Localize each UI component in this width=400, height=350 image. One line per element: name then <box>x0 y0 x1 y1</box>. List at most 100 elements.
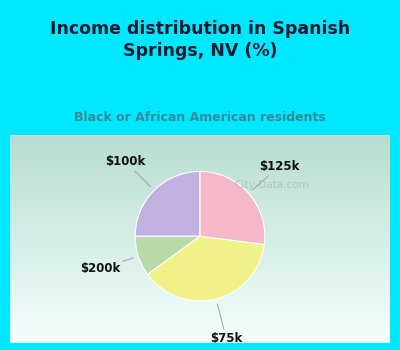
Bar <box>10 319 390 320</box>
Bar <box>10 306 390 307</box>
Bar <box>10 325 390 326</box>
Wedge shape <box>135 236 200 274</box>
Bar <box>10 236 390 237</box>
Bar <box>10 254 390 256</box>
Bar <box>10 328 390 329</box>
Bar <box>10 275 390 276</box>
Bar <box>10 258 390 259</box>
Bar <box>10 310 390 311</box>
Bar <box>10 181 390 182</box>
Bar <box>10 309 390 310</box>
Bar <box>10 216 390 217</box>
Bar <box>10 297 390 298</box>
Bar <box>10 316 390 317</box>
Bar <box>10 197 390 198</box>
Bar <box>10 280 390 281</box>
Bar <box>10 253 390 254</box>
Bar <box>10 244 390 245</box>
Bar <box>10 339 390 340</box>
Bar <box>10 336 390 337</box>
Bar <box>10 266 390 267</box>
Bar <box>10 337 390 338</box>
Bar <box>10 271 390 272</box>
Bar <box>10 174 390 175</box>
Bar <box>10 158 390 159</box>
Bar <box>10 188 390 189</box>
Bar <box>10 299 390 300</box>
Bar <box>10 191 390 192</box>
Bar <box>10 209 390 210</box>
Bar <box>10 285 390 286</box>
Bar <box>10 263 390 264</box>
Bar <box>10 232 390 233</box>
Bar <box>10 142 390 143</box>
Bar <box>10 165 390 166</box>
Bar <box>10 331 390 332</box>
Bar <box>10 192 390 193</box>
Bar <box>10 178 390 180</box>
Bar <box>10 187 390 188</box>
Bar <box>10 154 390 155</box>
Bar <box>10 200 390 201</box>
Bar <box>10 230 390 231</box>
Bar <box>10 163 390 164</box>
Bar <box>10 323 390 324</box>
Bar <box>10 150 390 152</box>
Bar <box>10 212 390 213</box>
Bar <box>10 307 390 308</box>
Bar <box>10 250 390 251</box>
Bar <box>10 335 390 336</box>
Bar <box>10 300 390 301</box>
Bar <box>10 259 390 260</box>
Bar <box>10 141 390 142</box>
Bar <box>10 269 390 270</box>
Bar <box>10 175 390 176</box>
Text: $100k: $100k <box>106 155 150 187</box>
Bar <box>10 327 390 328</box>
Bar <box>10 193 390 194</box>
Bar <box>10 302 390 303</box>
Bar <box>10 169 390 170</box>
Bar <box>10 139 390 140</box>
Bar <box>10 326 390 327</box>
Bar <box>10 184 390 185</box>
Bar <box>10 218 390 219</box>
Bar <box>10 329 390 330</box>
Bar <box>10 176 390 177</box>
Bar <box>10 202 390 203</box>
Bar <box>10 161 390 162</box>
Bar <box>10 279 390 280</box>
Bar <box>10 201 390 202</box>
Bar <box>10 276 390 278</box>
Bar <box>10 231 390 232</box>
Bar <box>10 330 390 331</box>
Bar <box>10 290 390 291</box>
Bar <box>10 173 390 174</box>
Bar <box>10 257 390 258</box>
Bar <box>10 185 390 186</box>
Bar <box>10 322 390 323</box>
Bar <box>10 228 390 229</box>
Bar <box>10 268 390 269</box>
Bar <box>10 196 390 197</box>
Bar <box>10 221 390 222</box>
Bar <box>10 265 390 266</box>
Bar <box>10 247 390 248</box>
Bar <box>10 233 390 234</box>
Bar <box>10 321 390 322</box>
Bar <box>10 235 390 236</box>
Bar <box>10 308 390 309</box>
Bar <box>10 205 390 206</box>
Bar <box>10 243 390 244</box>
Bar <box>10 147 390 148</box>
Bar <box>10 136 390 137</box>
Bar <box>10 208 390 209</box>
Bar <box>10 159 390 160</box>
Bar <box>10 267 390 268</box>
Bar <box>10 312 390 313</box>
Bar <box>10 143 390 144</box>
Bar <box>10 195 390 196</box>
Bar <box>10 292 390 293</box>
Bar <box>10 240 390 241</box>
Bar <box>10 153 390 154</box>
